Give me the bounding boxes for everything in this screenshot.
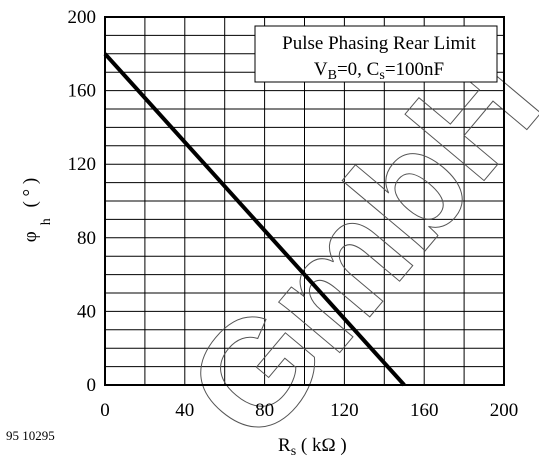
y-tick-label: 160 bbox=[68, 81, 97, 102]
y-axis-label: φh ( ° ) bbox=[20, 178, 54, 242]
x-tick-labels: 0 40 80 120 160 200 bbox=[100, 400, 518, 421]
chart-title: Pulse Phasing Rear Limit bbox=[282, 33, 476, 54]
y-tick-label: 40 bbox=[77, 301, 96, 322]
x-tick-label: 120 bbox=[330, 400, 359, 421]
x-tick-label: 160 bbox=[410, 400, 439, 421]
series bbox=[103, 52, 406, 387]
y-tick-label: 80 bbox=[77, 228, 96, 249]
x-tick-label: 200 bbox=[490, 400, 519, 421]
x-axis-label: Rs ( kΩ ) bbox=[278, 435, 347, 459]
watermark-text: GmbH bbox=[154, 18, 539, 459]
y-tick-labels: 0 40 80 120 160 200 bbox=[68, 7, 97, 396]
y-tick-label: 0 bbox=[87, 375, 97, 396]
y-tick-label: 200 bbox=[68, 7, 97, 28]
figure-id: 95 10295 bbox=[6, 428, 55, 443]
legend-box bbox=[254, 25, 498, 83]
chart-subtitle: VB=0, Cs=100nF bbox=[314, 59, 444, 83]
series-line bbox=[103, 52, 406, 387]
x-tick-label: 80 bbox=[255, 400, 274, 421]
watermark: GmbH bbox=[153, 17, 539, 459]
x-tick-label: 40 bbox=[175, 400, 194, 421]
x-tick-label: 0 bbox=[100, 400, 110, 421]
plot-frame bbox=[104, 16, 505, 386]
y-tick-label: 120 bbox=[68, 154, 97, 175]
